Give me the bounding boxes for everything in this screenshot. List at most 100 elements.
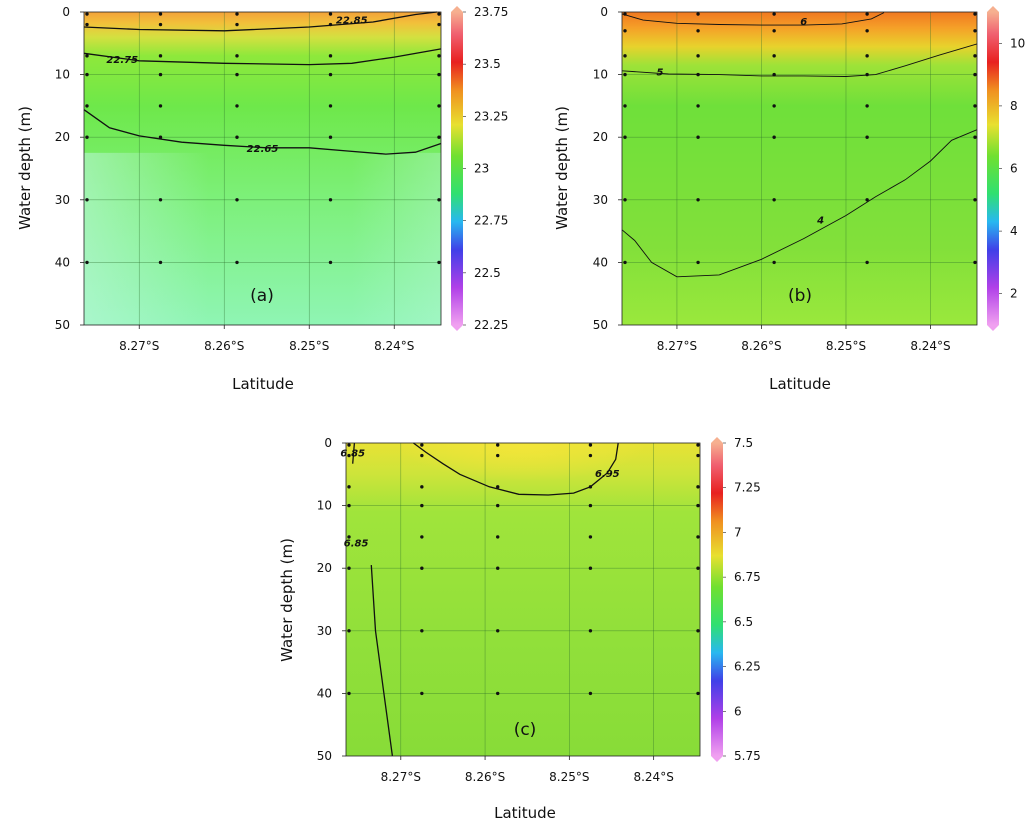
panel-a-colorbar-label: 22.5 (474, 266, 501, 280)
panel-b-ytick-label: 30 (593, 193, 608, 207)
panel-c-colorbar-label: 6.75 (734, 570, 761, 584)
panel-c-sample-point (347, 629, 351, 633)
panel-c-ytick-label: 30 (317, 624, 332, 638)
panel-c-xtick-label: 8.27°S (381, 770, 421, 784)
panel-c-sample-point (696, 691, 700, 696)
panel-a-contour-2 (83, 109, 442, 155)
panel-a-sample-point (158, 260, 163, 265)
panel-c-sample-point (496, 443, 500, 447)
panel-c-colorbar-label: 6.25 (734, 660, 761, 674)
panel-b-sample-point (973, 54, 977, 58)
panel-a-colorbar-label: 22.25 (474, 318, 508, 332)
panel-b-sample-point (623, 260, 627, 265)
panel-a-xlabel: Latitude (232, 375, 294, 393)
panel-a-temperature-section: 22.85 22.75 22.65 0 10 20 30 40 50 8.27°S 8.26°S 8… (16, 5, 508, 393)
panel-c-section: 6.95 6.85 6.85 0 10 20 30 40 50 8.27°S 8.26°S 8.25… (278, 436, 761, 822)
panel-c-contour-0 (413, 442, 619, 496)
panel-b-sample-point (696, 29, 700, 33)
panel-b-sample-point (772, 104, 776, 108)
panel-c-frame (345, 442, 701, 757)
panel-b-sample-point (865, 54, 869, 58)
panel-a-sample-point (437, 22, 441, 27)
panel-a-colorbar-label: 23.25 (474, 109, 508, 123)
panel-a-ytick-label: 40 (55, 255, 70, 269)
panel-a-sample-point (328, 198, 333, 202)
panel-a-label: (a) (250, 286, 274, 306)
panel-c-contour-1 (352, 442, 356, 464)
panel-b-sample-point (772, 198, 776, 202)
panel-b-colorbar-body (987, 12, 999, 325)
panel-b-sample-point (973, 104, 977, 108)
panel-b-sample-point (772, 135, 776, 139)
panel-c-sample-point (588, 453, 593, 458)
panel-c-sample-point (420, 443, 424, 447)
panel-c-sample-point (496, 566, 500, 570)
panel-c-ytick-label: 20 (317, 561, 332, 575)
panel-a-sample-point (158, 54, 163, 58)
panel-a-sample-point (437, 260, 441, 265)
panel-a-contour-0 (83, 11, 437, 32)
panel-c-contour-label-0: 6.95 (595, 469, 620, 480)
panel-c-sample-point (496, 453, 500, 458)
panel-b-contour-1 (621, 43, 978, 77)
panel-c-xtick-label: 8.26°S (465, 770, 505, 784)
panel-c-colorbar-bottom-cap (711, 756, 723, 762)
panel-a-plot-area: 22.85 22.75 22.65 (83, 11, 442, 325)
panel-b-sample-point (623, 135, 627, 139)
panel-c-sample-point (588, 566, 593, 570)
panel-a-sample-point (158, 12, 163, 16)
panel-b-contour-0 (621, 12, 885, 26)
panel-b-xtick-label: 8.26°S (741, 339, 781, 353)
panel-a-xtick-label: 8.26°S (204, 339, 244, 353)
panel-c-contour-label-1: 6.85 (340, 449, 365, 460)
panel-a-sample-point (328, 12, 333, 16)
panel-b-sample-point (623, 54, 627, 58)
panel-a-colorbar-bottom-cap (451, 325, 463, 331)
panel-a-sample-point (85, 104, 89, 108)
panel-a-sample-point (328, 54, 333, 58)
panel-c-colorbar-label: 7 (734, 525, 742, 539)
panel-a-contour-label-0: 22.85 (336, 16, 368, 27)
panel-b-sample-point (623, 72, 627, 77)
panel-b-label: (b) (788, 286, 812, 306)
panel-b-sample-point (696, 54, 700, 58)
panel-c-axes: 0 10 20 30 40 50 8.27°S 8.26°S 8.25°S 8.24°S (317, 436, 701, 784)
panel-b-sample-point (696, 104, 700, 108)
panel-a-ylabel: Water depth (m) (16, 106, 34, 230)
panel-a-colorbar-label: 23.5 (474, 57, 501, 71)
panel-a-sample-point (328, 72, 333, 77)
panel-a-sample-point (437, 72, 441, 77)
panel-b-sample-point (865, 260, 869, 265)
panel-c-sample-point (347, 453, 351, 458)
panel-b-xlabel: Latitude (769, 375, 831, 393)
panel-b-sample-point (696, 12, 700, 16)
panel-b-colorbar-label: 2 (1010, 287, 1018, 301)
panel-b-xtick-label: 8.25°S (826, 339, 866, 353)
panel-b-sample-point (973, 12, 977, 16)
panel-c-sample-point (347, 485, 351, 489)
panel-b-colorbar-top-cap (987, 6, 999, 12)
panel-c-colorbar-label: 7.25 (734, 481, 761, 495)
panel-c-sample-point (420, 535, 424, 539)
panel-c-sample-point (347, 443, 351, 447)
panel-c-ytick-label: 10 (317, 499, 332, 513)
panel-b-sample-point (772, 12, 776, 16)
panel-a-ytick-label: 20 (55, 130, 70, 144)
panel-b-colorbar-label: 6 (1010, 162, 1018, 176)
panel-b-sample-point (973, 260, 977, 265)
panel-a-sample-point (328, 260, 333, 265)
panel-c-ylabel: Water depth (m) (278, 538, 296, 662)
panel-b-sample-point (623, 29, 627, 33)
panel-a-ytick-label: 30 (55, 193, 70, 207)
panel-c-sample-point (696, 503, 700, 508)
panel-b-sample-point (973, 135, 977, 139)
panel-c-sample-point (588, 629, 593, 633)
panel-c-xlabel: Latitude (494, 804, 556, 822)
panel-a-sample-point (437, 12, 441, 16)
panel-b-plot-area: 6 5 4 (621, 12, 978, 325)
panel-a-ytick-label: 50 (55, 318, 70, 332)
panel-a-sample-point (158, 72, 163, 77)
panel-b-ytick-label: 50 (593, 318, 608, 332)
panel-c-sample-point (696, 485, 700, 489)
panel-c-contour-label-2: 6.85 (344, 539, 369, 550)
